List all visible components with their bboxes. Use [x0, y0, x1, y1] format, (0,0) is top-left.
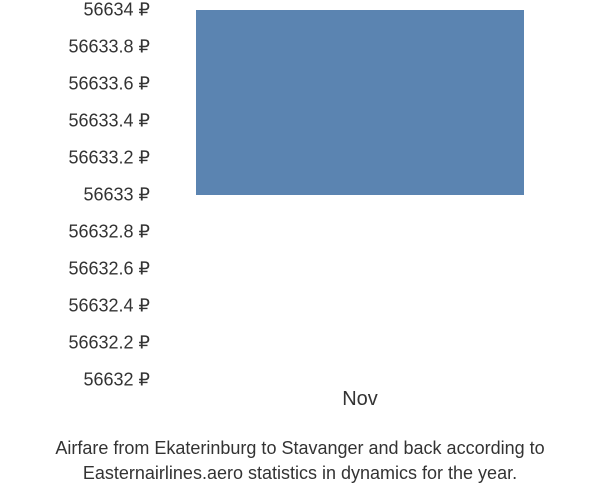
y-tick-label: 56632.4 ₽: [68, 296, 150, 317]
y-tick-label: 56632 ₽: [83, 370, 150, 391]
y-tick-label: 56633.8 ₽: [68, 37, 150, 58]
y-tick-label: 56633 ₽: [83, 185, 150, 206]
y-tick-label: 56632.8 ₽: [68, 222, 150, 243]
chart-caption: Airfare from Ekaterinburg to Stavanger a…: [0, 436, 600, 486]
bar-nov: [196, 10, 524, 195]
y-axis: 56634 ₽ 56633.8 ₽ 56633.6 ₽ 56633.4 ₽ 56…: [10, 10, 150, 380]
y-tick-label: 56633.4 ₽: [68, 111, 150, 132]
y-tick-label: 56633.2 ₽: [68, 148, 150, 169]
y-tick-label: 56633.6 ₽: [68, 74, 150, 95]
plot-area: Nov: [160, 10, 560, 380]
y-tick-label: 56632.6 ₽: [68, 259, 150, 280]
x-tick-label: Nov: [342, 388, 378, 411]
y-tick-label: 56634 ₽: [83, 0, 150, 21]
chart-container: 56634 ₽ 56633.8 ₽ 56633.6 ₽ 56633.4 ₽ 56…: [10, 10, 570, 430]
y-tick-label: 56632.2 ₽: [68, 333, 150, 354]
